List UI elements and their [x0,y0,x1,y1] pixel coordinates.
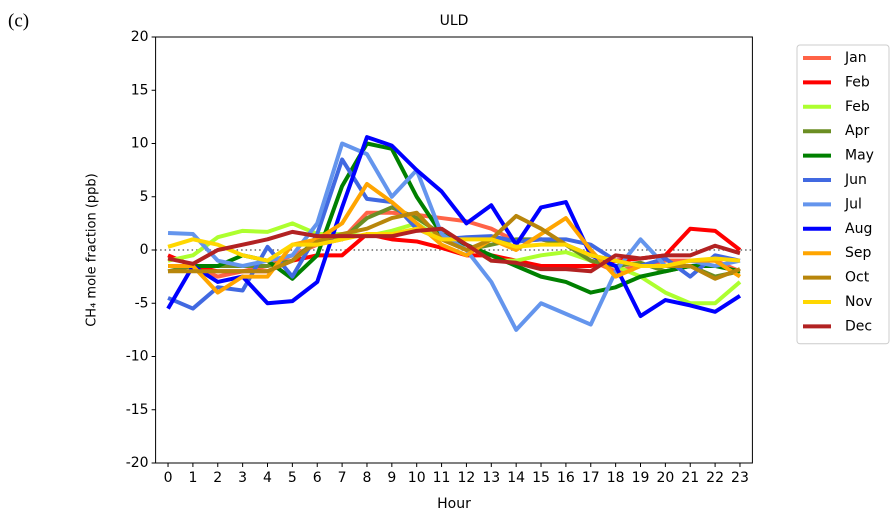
legend-label: Dec [845,318,872,334]
x-tick-label: 6 [313,470,322,486]
x-tick-label: 18 [607,470,625,486]
y-tick-label: 0 [140,242,149,258]
legend-label: Oct [845,270,870,286]
legend-label: Sep [845,245,872,261]
x-tick-label: 13 [482,470,500,486]
x-tick-label: 11 [433,470,451,486]
x-tick-label: 1 [188,470,197,486]
legend-label: Apr [845,123,869,139]
legend-box [796,44,890,345]
x-tick-label: 8 [363,470,372,486]
y-tick-label: 5 [140,189,149,205]
y-tick-label: -10 [126,349,149,365]
legend-label: Nov [845,294,872,310]
x-tick-label: 21 [681,470,699,486]
legend-label: May [845,148,874,164]
y-tick-label: 20 [131,29,149,45]
y-tick-label: 10 [131,136,149,152]
x-tick-label: 22 [706,470,724,486]
x-tick-label: 20 [656,470,674,486]
x-axis-label: Hour [437,496,471,512]
plot-frame [155,36,753,464]
x-tick-label: 19 [632,470,650,486]
x-tick-label: 9 [387,470,396,486]
y-tick-label: -15 [126,402,149,418]
x-tick-label: 10 [408,470,426,486]
x-tick-label: 17 [582,470,600,486]
x-tick-label: 15 [532,470,550,486]
series-line [166,135,742,319]
x-tick-label: 3 [238,470,247,486]
legend-label: Aug [845,221,872,237]
legend-label: Feb [845,74,870,90]
x-tick-label: 0 [164,470,173,486]
x-tick-label: 7 [338,470,347,486]
chart-title: ULD [440,13,469,29]
y-tick-label: -5 [135,295,149,311]
legend-label: Feb [845,99,870,115]
x-tick-label: 14 [507,470,525,486]
y-axis-label: CH₄ mole fraction (ppb) [85,173,100,327]
series-line [167,226,741,274]
panel-label: (c) [8,10,29,31]
x-tick-label: 5 [288,470,297,486]
legend-label: Jun [844,172,867,188]
series-line [167,226,741,268]
x-tick-label: 4 [263,470,272,486]
x-tick-label: 16 [557,470,575,486]
x-tick-label: 23 [731,470,749,486]
y-tick-label: 15 [131,82,149,98]
x-tick-label: 2 [213,470,222,486]
y-tick-label: -20 [126,455,149,471]
legend-label: Jul [844,196,862,212]
x-tick-label: 12 [458,470,476,486]
legend-label: Jan [844,50,867,66]
